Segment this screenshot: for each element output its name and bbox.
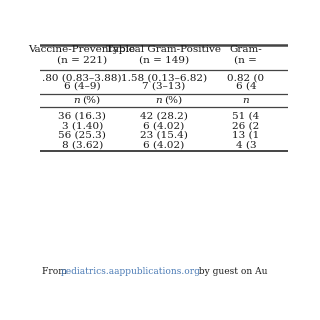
Text: 56 (25.3): 56 (25.3) [58,131,106,140]
Text: 23 (15.4): 23 (15.4) [140,131,188,140]
Text: 7 (3–13): 7 (3–13) [142,82,186,91]
Text: 4 (3: 4 (3 [236,140,256,149]
Text: 6 (4–9): 6 (4–9) [64,82,100,91]
Text: 6 (4.02): 6 (4.02) [143,121,185,130]
Text: 26 (2: 26 (2 [232,121,260,130]
Text: 6 (4.02): 6 (4.02) [143,140,185,149]
Text: 51 (4: 51 (4 [232,112,260,121]
Text: 13 (1: 13 (1 [232,131,260,140]
Text: n: n [155,96,162,105]
Text: Typical Gram-Positive
(n = 149): Typical Gram-Positive (n = 149) [107,45,221,65]
Text: pediatrics.aappublications.org: pediatrics.aappublications.org [60,267,200,276]
Text: .80 (0.83–3.88): .80 (0.83–3.88) [43,73,122,82]
Text: n: n [243,96,249,105]
Text: 0.82 (0: 0.82 (0 [227,73,264,82]
Text: Gram-
(n =: Gram- (n = [229,45,262,65]
Text: 6 (4: 6 (4 [236,82,256,91]
Text: 42 (28.2): 42 (28.2) [140,112,188,121]
Text: (%): (%) [83,96,101,105]
Text: 3 (1.40): 3 (1.40) [61,121,103,130]
Text: 36 (16.3): 36 (16.3) [58,112,106,121]
Text: n: n [73,96,80,105]
Text: (%): (%) [164,96,182,105]
Text: 8 (3.62): 8 (3.62) [61,140,103,149]
Text: Vaccine-Preventable
(n = 221): Vaccine-Preventable (n = 221) [28,45,136,65]
Text: by guest on Au: by guest on Au [196,267,267,276]
Text: From: From [43,267,70,276]
Text: 1.58 (0.13–6.82): 1.58 (0.13–6.82) [121,73,207,82]
